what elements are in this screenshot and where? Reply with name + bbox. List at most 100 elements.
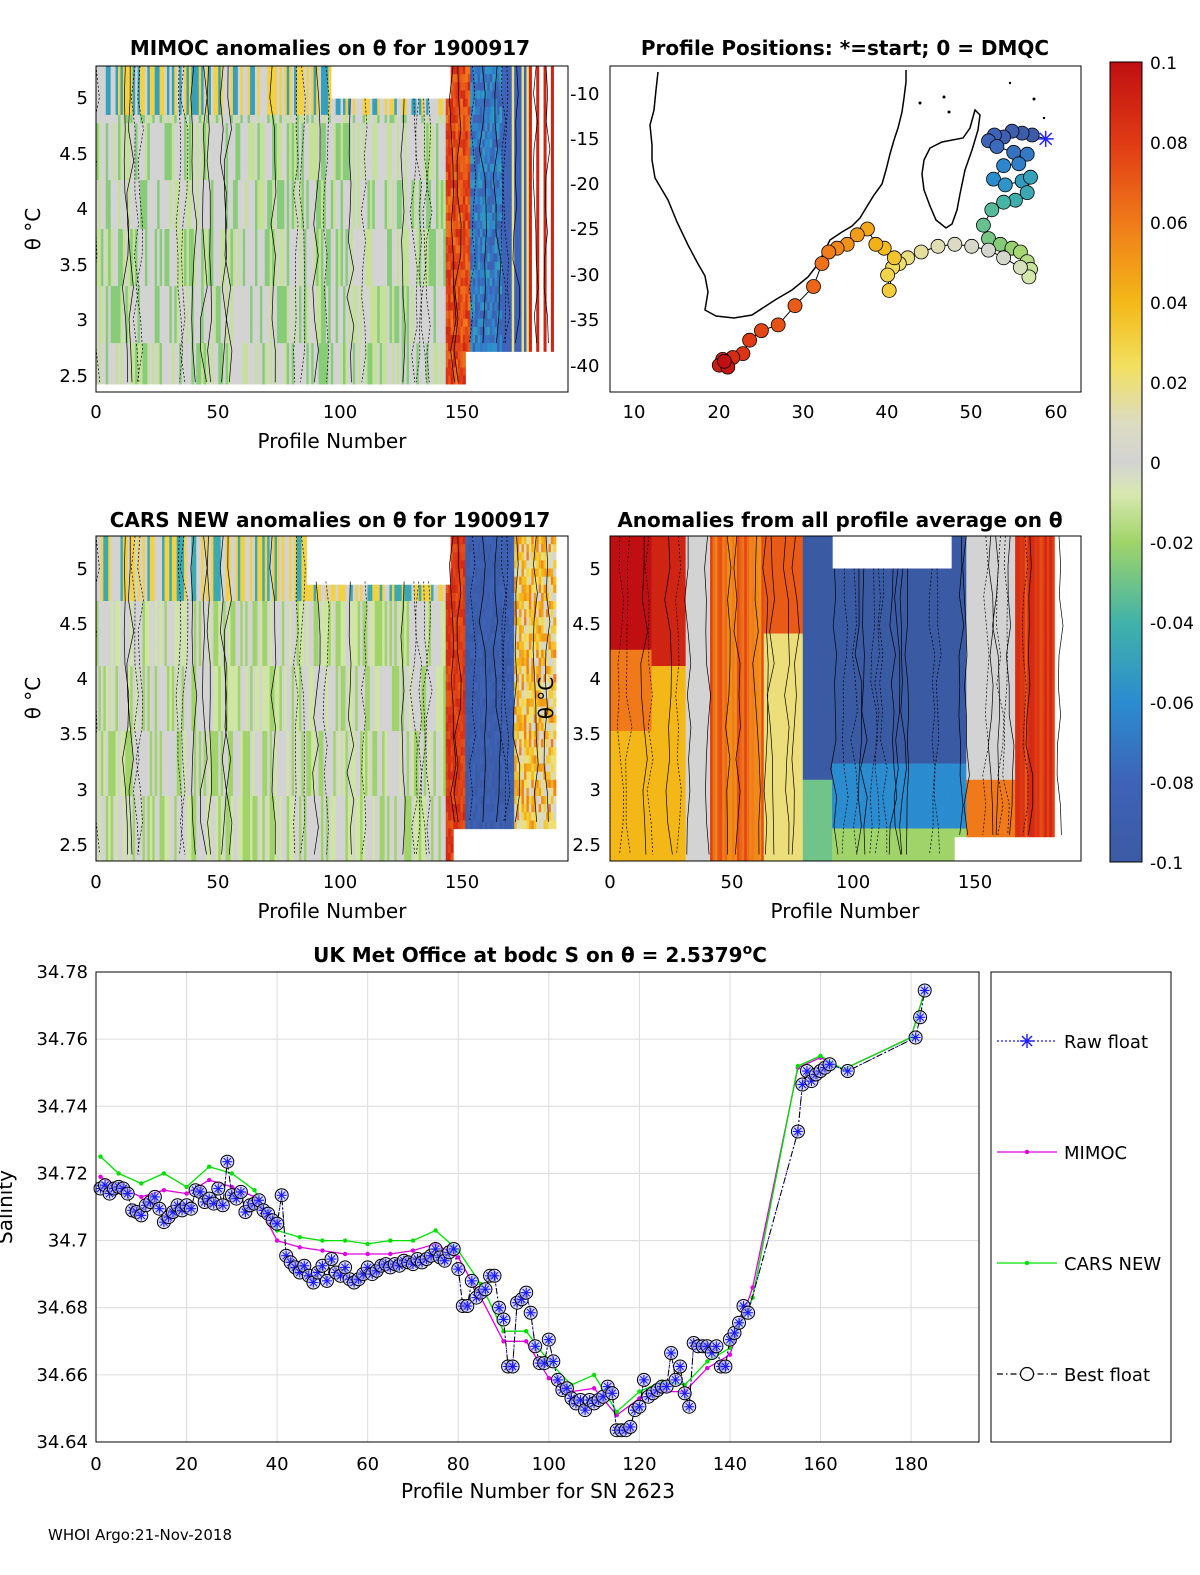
heatmap-cell [365,220,369,230]
heatmap-cell [272,163,276,173]
heatmap-cell [296,375,300,385]
heatmap-cell [169,82,173,92]
heatmap-cell [413,269,417,279]
heatmap-cell [105,294,109,303]
heatmap-cell [416,237,420,246]
heatmap-cell [240,139,244,149]
heatmap-cell [284,310,288,320]
heatmap-cell [152,74,156,83]
heatmap-cell [196,294,200,303]
heatmap-cell [125,318,129,328]
heatmap-cell [164,229,168,238]
heatmap-cell [294,359,298,369]
heatmap-cell [232,147,236,157]
heatmap-cell [132,155,136,165]
heatmap-cell [355,131,359,140]
heatmap-cell [203,229,207,238]
heatmap-cell [127,253,131,263]
heatmap-cell [396,237,400,246]
heatmap-cell [98,212,102,222]
heatmap-cell [142,318,146,328]
heatmap-cell [245,196,249,206]
heatmap-cell [115,294,119,303]
heatmap-cell [230,155,234,165]
heatmap-cell [284,343,288,352]
heatmap-cell [169,204,173,214]
heatmap-cell [235,237,239,246]
heatmap-cell [152,334,156,344]
heatmap-cell [409,294,413,303]
heatmap-cell [142,351,146,360]
heatmap-cell [316,269,320,279]
heatmap-cell [135,98,139,108]
heatmap-cell [237,155,241,165]
heatmap-cell [208,131,212,140]
heatmap-cell [413,261,417,271]
heatmap-cell [389,318,393,328]
heatmap-cell [171,286,175,295]
heatmap-cell [184,98,188,108]
heatmap-cell [132,90,136,100]
heatmap-cell [294,212,298,222]
heatmap-cell [269,294,273,303]
heatmap-cell [416,188,420,197]
heatmap-cell [96,318,100,328]
heatmap-cell [127,269,131,279]
heatmap-cell [325,286,329,295]
heatmap-cell [298,261,303,271]
heatmap-cell [367,98,371,108]
heatmap-cell [259,155,263,165]
heatmap-cell [193,196,197,206]
heatmap-cell [213,220,217,230]
heatmap-cell [237,359,241,369]
heatmap-cell [230,163,234,173]
heatmap-cell [294,98,298,108]
heatmap-cell [213,139,217,149]
heatmap-cell [176,245,180,255]
heatmap-cell [301,66,305,75]
heatmap-cell [409,375,413,385]
heatmap-cell [318,171,322,181]
heatmap-cell [98,245,102,255]
heatmap-cell [113,294,117,303]
heatmap-cell [144,114,148,124]
heatmap-cell [259,74,263,83]
heatmap-cell [191,310,195,320]
heatmap-cell [396,245,400,255]
heatmap-cell [286,375,290,385]
heatmap-cell [279,245,283,255]
heatmap-cell [191,375,195,385]
heatmap-cell [215,106,219,116]
heatmap-cell [220,302,224,312]
heatmap-cell [159,286,163,295]
heatmap-cell [232,220,236,230]
heatmap-cell [377,334,381,344]
heatmap-cell [345,286,349,295]
heatmap-cell [245,277,249,287]
heatmap-cell [157,131,161,140]
heatmap-cell [140,188,144,197]
heatmap-cell [188,196,192,206]
heatmap-cell [135,171,139,181]
heatmap-cell [284,82,288,92]
heatmap-cell [252,171,256,181]
heatmap-cell [352,163,356,173]
heatmap-cell [174,326,178,336]
heatmap-cell [98,326,102,336]
heatmap-cell [416,98,420,108]
heatmap-cell [382,245,386,255]
heatmap-cell [355,343,359,352]
heatmap-cell [301,188,305,197]
heatmap-cell [176,147,180,157]
heatmap-cell [286,343,290,352]
heatmap-cell [215,180,219,189]
heatmap-cell [100,180,104,189]
heatmap-cell [98,334,102,344]
heatmap-cell [113,123,117,132]
heatmap-cell [269,277,273,287]
heatmap-cell [120,237,124,246]
heatmap-cell [320,106,325,116]
heatmap-cell [254,212,259,222]
heatmap-cell [281,66,285,75]
heatmap-cell [213,98,217,108]
